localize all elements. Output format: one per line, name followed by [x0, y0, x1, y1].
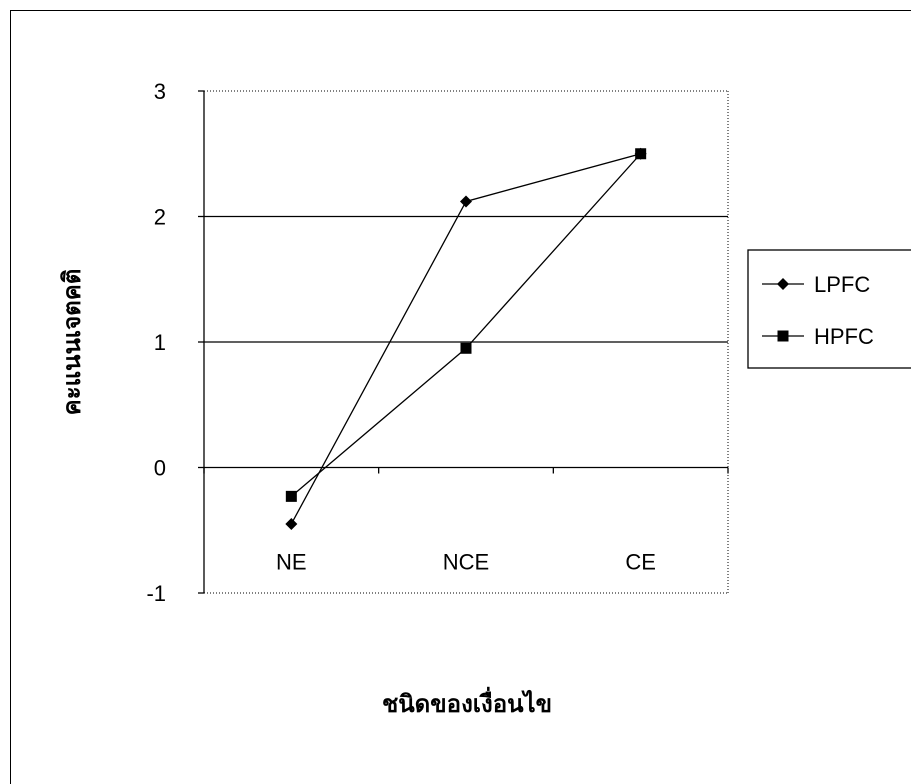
data-point-hpfc	[285, 490, 297, 502]
y-tick-label: 2	[154, 205, 166, 230]
plot-area: -1 0 1 2 3 NE NCE CE	[146, 79, 729, 606]
legend-marker-lpfc	[777, 278, 789, 290]
y-tick-label: 0	[154, 456, 166, 481]
y-tick-label: 3	[154, 79, 166, 104]
x-tick-label: CE	[625, 550, 656, 575]
x-tick-label: NCE	[443, 550, 489, 575]
x-tick-label: NE	[276, 550, 307, 575]
data-point-hpfc	[635, 148, 647, 160]
data-point-lpfc	[460, 195, 472, 208]
y-axis-title: คะแนนเจตคติ	[58, 269, 86, 416]
data-point-hpfc	[460, 342, 472, 354]
x-axis-title: ชนิดของเงื่อนไข	[382, 686, 552, 718]
legend-box	[747, 249, 911, 369]
series-line-lpfc	[290, 153, 641, 525]
y-tick-label: -1	[146, 581, 166, 606]
y-tick-label: 1	[154, 330, 166, 355]
legend-label-hpfc: HPFC	[814, 324, 874, 349]
legend: LPFC HPFC	[747, 249, 911, 369]
legend-marker-hpfc	[777, 330, 789, 342]
legend-label-lpfc: LPFC	[814, 272, 870, 297]
chart-area	[10, 10, 911, 784]
data-point-lpfc	[285, 517, 298, 530]
